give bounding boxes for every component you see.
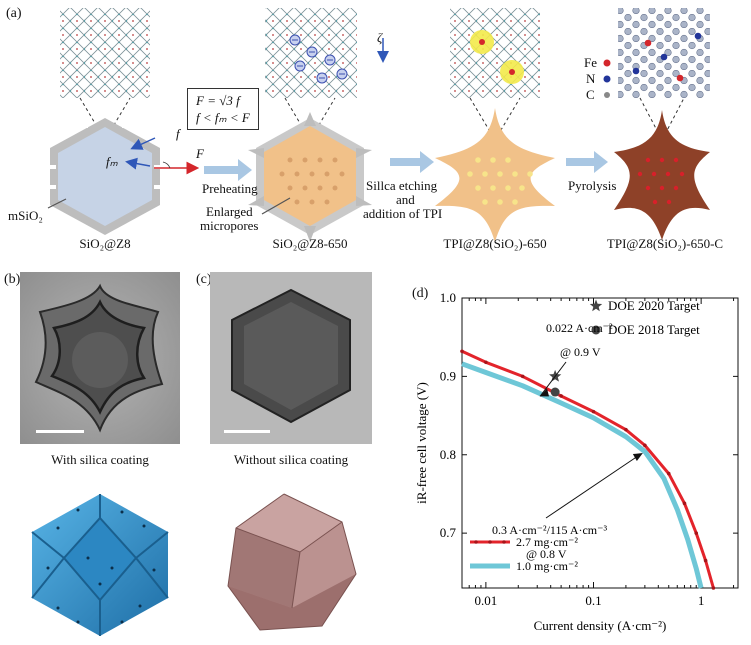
caption-without-coating: Without silica coating [233, 452, 349, 467]
legend-target-2018: DOE 2018 Target [608, 322, 700, 337]
legend-n-dot [603, 75, 611, 83]
legend-fe-dot [603, 59, 611, 67]
force-f-label: f [176, 126, 180, 141]
formula-box: F = √3 f f < fₘ < F [187, 88, 259, 130]
step-enlarged-line1: Enlarged [206, 204, 253, 219]
stage2-graphic [248, 8, 389, 242]
series-point-0 [703, 558, 708, 563]
stage1-core [58, 127, 152, 226]
x-tick-label: 0.01 [475, 593, 498, 608]
tem-b-scalebar [36, 430, 84, 433]
panel-d-letter: (d) [412, 286, 429, 301]
legend-n-label: N [586, 71, 596, 86]
y-tick-label: 0.9 [440, 368, 456, 383]
stage3-title: TPI@Z8(SiO₂)-650 [443, 236, 547, 251]
y-tick-label: 1.0 [440, 290, 456, 305]
annotation-1-line1: 0.022 A·cm⁻² [546, 321, 613, 335]
y-axis-label: iR-free cell voltage (V) [414, 382, 429, 504]
stage3-star [435, 108, 555, 242]
legend-series-1: 1.0 mg·cm⁻² [516, 559, 578, 573]
series-point-0 [520, 374, 525, 379]
step-etching-line1: Sillca etching [366, 178, 438, 193]
annotation-2-line1: 0.3 A·cm⁻²/115 A·cm⁻³ [492, 523, 607, 537]
step-enlarged-line2: micropores [200, 218, 259, 233]
x-axis-label: Current density (A·cm⁻²) [534, 618, 667, 633]
legend-fe-label: Fe [584, 55, 597, 70]
annotation-1-line2: @ 0.9 V [560, 345, 601, 359]
legend-line-point [488, 540, 492, 544]
stage1-lattice [60, 8, 150, 98]
stage3-graphic [435, 8, 555, 242]
stage1-title: SiO₂@Z8 [79, 236, 131, 251]
tem-image-without-coating [210, 272, 372, 444]
series-point-0 [643, 443, 647, 448]
series-point-0 [666, 471, 671, 476]
legend-target-2020: DOE 2020 Target [608, 298, 700, 313]
panel-b-letter: (b) [4, 272, 21, 287]
series-point-0 [624, 427, 628, 432]
step-etching-line2: and [396, 192, 415, 207]
series-point-0 [559, 394, 563, 398]
panel-a-letter: (a) [6, 6, 22, 21]
y-tick-label: 0.8 [440, 447, 456, 462]
step-pyrolysis: Pyrolysis [568, 178, 617, 193]
panel-a-schematic [47, 8, 710, 242]
stage3-lattice [450, 8, 540, 98]
series-point-0 [591, 409, 596, 414]
tem-c-scalebar [224, 430, 270, 433]
series-line-0 [461, 349, 715, 589]
render-hollow-polyhedron [31, 494, 169, 636]
zeta-label: ζ [377, 30, 383, 45]
annotation-1-arrowhead [540, 388, 549, 397]
formula-line-1: F = √3 f [196, 93, 240, 108]
series-point-0 [682, 501, 687, 506]
annotation-1-arrow [539, 361, 567, 397]
process-arrow-2 [390, 151, 434, 173]
caption-with-coating: With silica coating [51, 452, 149, 467]
series-point-0 [460, 349, 464, 354]
force-f-arrow [130, 137, 156, 150]
annotation-2-line2: @ 0.8 V [526, 547, 567, 561]
force-fm-label: fₘ [106, 154, 118, 169]
series-point-0 [694, 531, 699, 535]
x-tick-label: 0.1 [585, 593, 601, 608]
legend-c-label: C [586, 87, 595, 102]
stage4-graphene [618, 8, 710, 98]
series-point-0 [711, 586, 716, 590]
annotation-2-arrowhead [632, 453, 643, 462]
stage4-title: TPI@Z8(SiO₂)-650-C [606, 236, 724, 251]
stage4-graphic [603, 8, 710, 240]
process-arrow-3 [566, 151, 608, 173]
stage2-core [264, 126, 356, 226]
legend-line-point [502, 540, 506, 544]
tem-image-with-coating [20, 272, 180, 444]
polarization-chart: 0.7 0.8 0.9 1.0 0.01 0.1 1 Current density (A·c… [414, 290, 739, 633]
legend-circle-marker [591, 325, 601, 335]
force-F-label: F [196, 146, 204, 161]
target-marker-circle [550, 387, 560, 397]
series-line-1 [461, 361, 704, 589]
process-arrow-1 [204, 159, 252, 181]
msio2-label: mSiO₂ [8, 208, 43, 223]
legend-line-point [474, 540, 478, 544]
legend-series-0: 2.7 mg·cm⁻² [516, 535, 578, 549]
render-solid-polyhedron [227, 493, 357, 631]
stage4-star [614, 110, 710, 240]
step-preheating: Preheating [202, 181, 258, 196]
formula-line-2: f < fₘ < F [196, 110, 250, 125]
series-point-0 [484, 360, 488, 365]
step-etching-line3: addition of TPI [363, 206, 443, 221]
annotation-2-arrow [545, 453, 642, 519]
y-tick-label: 0.7 [440, 525, 457, 540]
stage2-title: SiO₂@Z8-650 [272, 236, 348, 251]
panel-c-letter: (c) [196, 272, 212, 287]
x-tick-label: 1 [698, 593, 705, 608]
force-fm-arrow [125, 157, 151, 170]
stage1-graphic [49, 8, 200, 235]
plot-frame [461, 297, 739, 589]
legend-star-marker [589, 299, 603, 312]
legend-c-dot [604, 92, 610, 98]
